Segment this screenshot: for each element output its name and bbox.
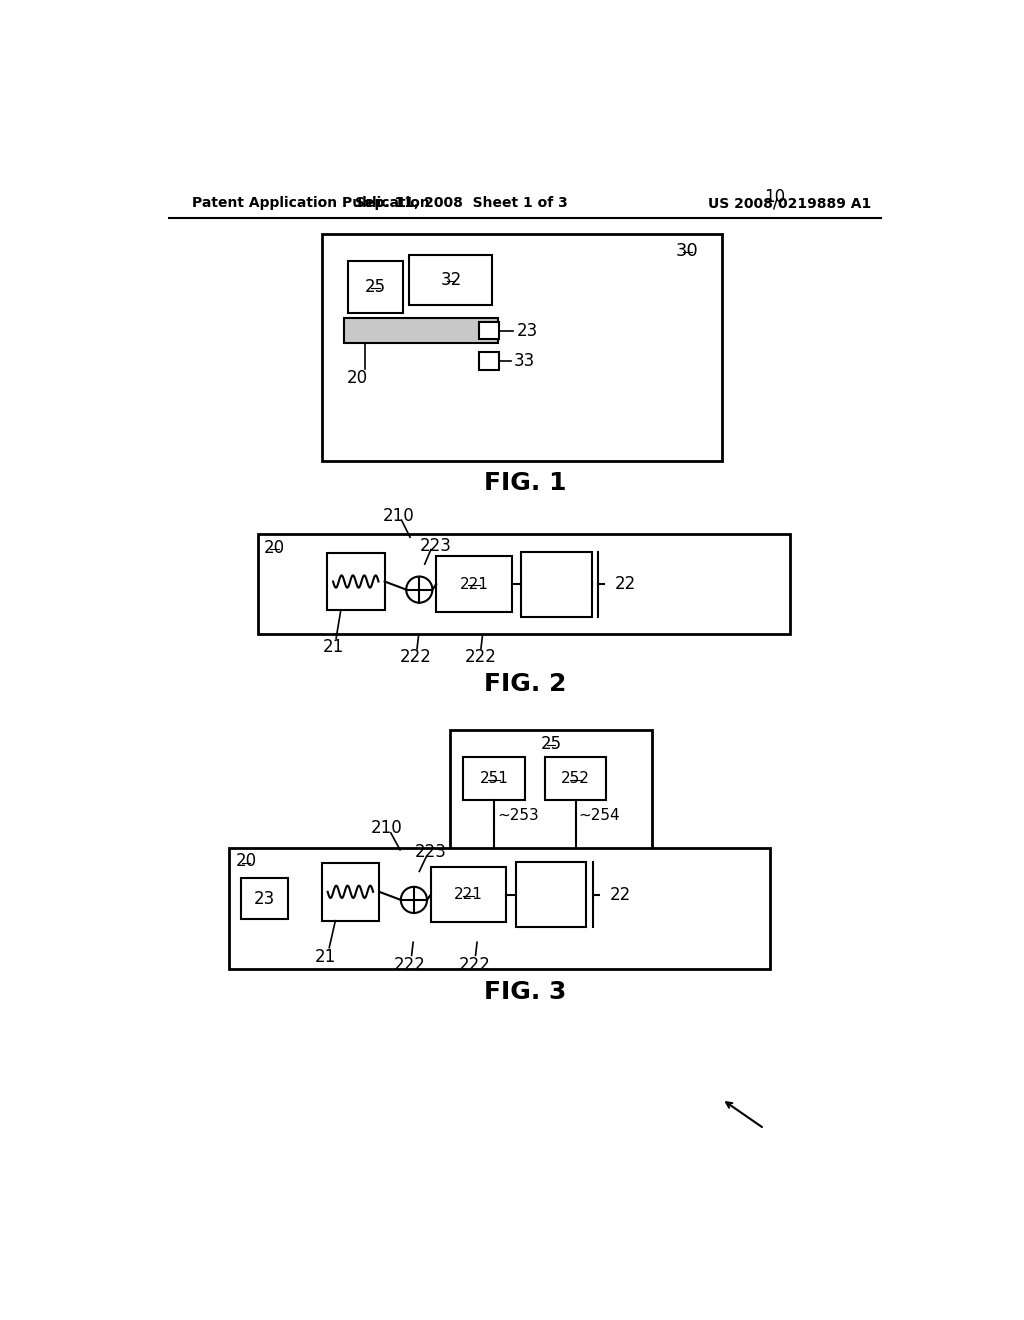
Bar [431, 867, 506, 923]
Bar [515, 862, 587, 927]
Bar [410, 255, 493, 305]
Text: 222: 222 [393, 956, 425, 974]
Text: 25: 25 [541, 735, 561, 752]
Bar [436, 557, 512, 612]
Bar [241, 878, 289, 919]
Text: Sep. 11, 2008  Sheet 1 of 3: Sep. 11, 2008 Sheet 1 of 3 [355, 197, 568, 210]
Bar [451, 730, 652, 851]
Text: ~253: ~253 [497, 808, 539, 822]
Text: 221: 221 [460, 577, 488, 591]
Text: 221: 221 [455, 887, 483, 902]
Text: 33: 33 [514, 352, 536, 371]
Text: 20: 20 [347, 368, 369, 387]
Text: FIG. 2: FIG. 2 [483, 672, 566, 696]
Text: 10: 10 [764, 187, 784, 206]
Bar [521, 552, 592, 616]
Bar [327, 553, 385, 610]
Text: 21: 21 [323, 638, 344, 656]
Bar [229, 847, 770, 969]
Text: 222: 222 [399, 648, 431, 667]
Text: FIG. 1: FIG. 1 [483, 471, 566, 495]
Text: 22: 22 [614, 576, 636, 593]
Text: 21: 21 [314, 948, 336, 966]
Bar [463, 758, 524, 800]
Text: 210: 210 [371, 820, 402, 837]
Text: 22: 22 [609, 886, 631, 903]
Text: 20: 20 [264, 539, 285, 557]
Text: 20: 20 [236, 853, 257, 870]
Bar [322, 863, 379, 921]
Text: 210: 210 [383, 507, 415, 524]
Text: 252: 252 [561, 771, 590, 787]
Text: ~254: ~254 [579, 808, 621, 822]
Bar [322, 234, 722, 461]
Text: 23: 23 [254, 890, 275, 908]
Bar [258, 535, 791, 635]
Text: 223: 223 [420, 537, 452, 554]
Bar [545, 758, 606, 800]
Text: FIG. 3: FIG. 3 [483, 979, 566, 1003]
Text: US 2008/0219889 A1: US 2008/0219889 A1 [708, 197, 871, 210]
Text: 32: 32 [440, 271, 462, 289]
Bar [478, 322, 500, 339]
Bar [344, 318, 498, 343]
Bar [348, 261, 403, 313]
Text: Patent Application Publication: Patent Application Publication [193, 197, 430, 210]
Text: 223: 223 [415, 843, 446, 861]
Text: 222: 222 [459, 956, 490, 974]
Text: 251: 251 [479, 771, 509, 787]
Text: 222: 222 [465, 648, 497, 667]
Text: 23: 23 [516, 322, 538, 339]
Bar [478, 352, 499, 370]
Text: 25: 25 [365, 279, 386, 296]
Text: 30: 30 [676, 242, 698, 260]
